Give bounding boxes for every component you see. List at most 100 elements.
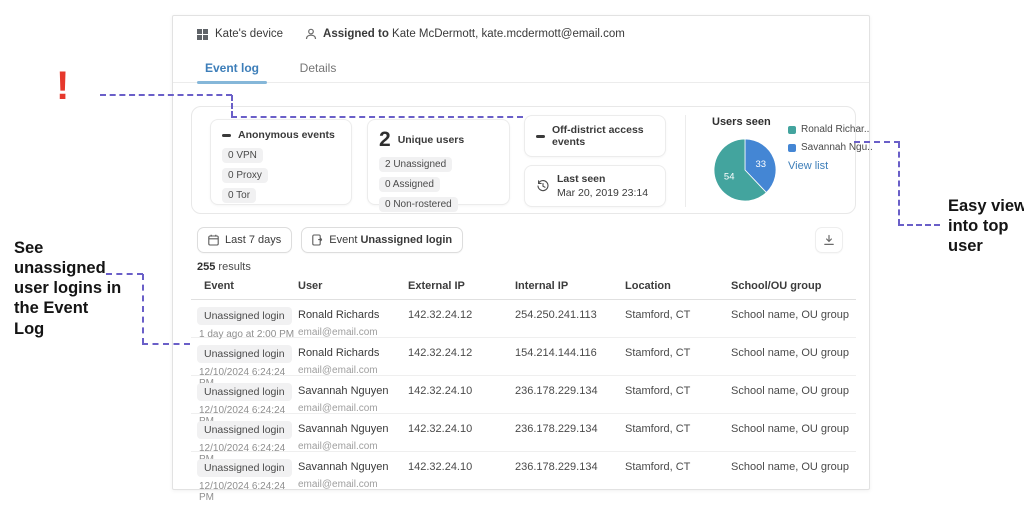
unique-users-title: Unique users bbox=[397, 133, 465, 146]
windows-icon bbox=[197, 28, 208, 40]
table-row[interactable]: Unassigned login 12/10/2024 6:24:24 PM R… bbox=[191, 338, 856, 389]
col-header-school[interactable]: School/OU group bbox=[731, 280, 822, 292]
user-name: Savannah Nguyen bbox=[298, 385, 389, 397]
results-count: 255 results bbox=[197, 261, 251, 273]
anonymous-events-badges: 0 VPN 0 Proxy 0 Tor bbox=[222, 148, 340, 203]
date-range-chip[interactable]: Last 7 days bbox=[197, 227, 293, 253]
table-row[interactable]: Unassigned login 12/10/2024 6:24:24 PM S… bbox=[191, 376, 856, 427]
history-clock-icon bbox=[537, 180, 549, 192]
col-header-external-ip[interactable]: External IP bbox=[408, 280, 465, 292]
assigned-to-text: Assigned to Kate McDermott, kate.mcdermo… bbox=[323, 28, 625, 40]
external-ip-cell: 142.32.24.12 bbox=[408, 309, 473, 321]
col-header-user[interactable]: User bbox=[298, 280, 323, 292]
user-name: Ronald Richards bbox=[298, 347, 380, 359]
panel-header: Kate's device Assigned to Kate McDermott… bbox=[173, 23, 869, 45]
external-ip-cell: 142.32.24.10 bbox=[408, 423, 473, 435]
annotation-line-2 bbox=[142, 343, 190, 345]
event-cell: Unassigned login 12/10/2024 6:24:24 PM bbox=[191, 458, 298, 503]
school-cell: School name, OU group bbox=[731, 423, 850, 435]
unassigned-badge: 2 Unassigned bbox=[379, 157, 453, 172]
col-header-internal-ip[interactable]: Internal IP bbox=[515, 280, 569, 292]
summary-divider bbox=[685, 115, 686, 207]
event-type-badge: Unassigned login bbox=[197, 459, 292, 477]
table-row[interactable]: Unassigned login 12/10/2024 6:24:24 PM S… bbox=[191, 452, 856, 503]
internal-ip-cell: 254.250.241.113 bbox=[515, 309, 597, 321]
location-cell: Stamford, CT bbox=[625, 423, 691, 435]
event-filter-chip[interactable]: Event Unassigned login bbox=[301, 227, 464, 253]
device-detail-panel: Kate's device Assigned to Kate McDermott… bbox=[172, 15, 873, 503]
tor-badge: 0 Tor bbox=[222, 188, 257, 203]
assigned-badge: 0 Assigned bbox=[379, 177, 440, 192]
legend-swatch-blue bbox=[788, 143, 796, 152]
col-header-location[interactable]: Location bbox=[625, 280, 671, 292]
last-seen-card: Last seen Mar 20, 2019 23:14 bbox=[524, 165, 666, 207]
event-type-badge: Unassigned login bbox=[197, 383, 292, 401]
internal-ip-cell: 236.178.229.134 bbox=[515, 385, 598, 397]
anonymous-events-card: Anonymous events 0 VPN 0 Proxy 0 Tor bbox=[210, 119, 352, 205]
users-seen-pie: 33 54 bbox=[713, 138, 777, 202]
event-timestamp: 12/10/2024 6:24:24 PM bbox=[199, 481, 286, 503]
unique-users-count: 2 bbox=[379, 128, 391, 151]
proxy-badge: 0 Proxy bbox=[222, 168, 268, 183]
annotation-line-3 bbox=[898, 224, 940, 226]
off-district-card: Off-district access events bbox=[524, 115, 666, 157]
pie-slice-value: 33 bbox=[756, 159, 767, 170]
exclamation-annotation: ! bbox=[56, 64, 70, 108]
user-name: Savannah Nguyen bbox=[298, 423, 389, 435]
tab-bar: Event log Details bbox=[173, 53, 869, 84]
pie-slice bbox=[713, 138, 767, 202]
unique-users-badges: 2 Unassigned 0 Assigned 0 Non-rostered bbox=[379, 157, 498, 212]
annotation-line-1 bbox=[231, 95, 233, 117]
event-type-badge: Unassigned login bbox=[197, 421, 292, 439]
location-cell: Stamford, CT bbox=[625, 309, 691, 321]
last-seen-value: Mar 20, 2019 23:14 bbox=[557, 187, 649, 199]
annotation-line-2 bbox=[142, 274, 144, 344]
event-filter-text: Event Unassigned login bbox=[329, 234, 453, 246]
user-email: email@email.com bbox=[298, 403, 378, 414]
off-district-title: Off-district access events bbox=[552, 124, 644, 148]
annotation-line-2 bbox=[106, 273, 143, 275]
event-type-badge: Unassigned login bbox=[197, 345, 292, 363]
table-row[interactable]: Unassigned login 12/10/2024 6:24:24 PM S… bbox=[191, 414, 856, 465]
table-body: Unassigned login 1 day ago at 2:00 PM Ro… bbox=[191, 300, 856, 503]
pie-slice bbox=[744, 138, 777, 194]
tab-details[interactable]: Details bbox=[299, 61, 337, 75]
internal-ip-cell: 236.178.229.134 bbox=[515, 423, 598, 435]
annotation-line-1 bbox=[231, 116, 523, 118]
event-filter-icon bbox=[312, 234, 323, 246]
event-cell: Unassigned login 12/10/2024 6:24:24 PM bbox=[191, 420, 298, 465]
pie-slice-value: 54 bbox=[724, 172, 735, 183]
user-email: email@email.com bbox=[298, 479, 378, 490]
download-icon bbox=[824, 234, 834, 245]
tab-event-log[interactable]: Event log bbox=[197, 53, 267, 84]
school-cell: School name, OU group bbox=[731, 385, 850, 397]
results-number: 255 bbox=[197, 261, 216, 273]
table-header-row: Event User External IP Internal IP Locat… bbox=[191, 280, 856, 300]
location-cell: Stamford, CT bbox=[625, 385, 691, 397]
user-cell: Ronald Richards email@email.com bbox=[298, 306, 408, 338]
users-seen-title: Users seen bbox=[712, 116, 771, 128]
user-email: email@email.com bbox=[298, 327, 378, 338]
non-rostered-badge: 0 Non-rostered bbox=[379, 197, 458, 212]
external-ip-cell: 142.32.24.10 bbox=[408, 385, 473, 397]
event-log-table: Event User External IP Internal IP Locat… bbox=[191, 280, 856, 503]
user-email: email@email.com bbox=[298, 441, 378, 452]
download-button[interactable] bbox=[815, 227, 843, 253]
location-cell: Stamford, CT bbox=[625, 347, 691, 359]
anonymous-events-title: Anonymous events bbox=[238, 129, 335, 141]
table-row[interactable]: Unassigned login 1 day ago at 2:00 PM Ro… bbox=[191, 300, 856, 340]
external-ip-cell: 142.32.24.10 bbox=[408, 461, 473, 473]
users-seen-pie-chart: 33 54 bbox=[713, 138, 777, 202]
user-cell: Savannah Nguyen email@email.com bbox=[298, 382, 408, 414]
annotation-line-3 bbox=[854, 141, 900, 143]
person-icon bbox=[305, 28, 317, 40]
external-ip-cell: 142.32.24.12 bbox=[408, 347, 473, 359]
school-cell: School name, OU group bbox=[731, 347, 850, 359]
users-seen-legend: Ronald Richar.. Savannah Ngu.. View list bbox=[788, 124, 873, 172]
event-cell: Unassigned login 1 day ago at 2:00 PM bbox=[191, 306, 298, 340]
vpn-badge: 0 VPN bbox=[222, 148, 263, 163]
summary-strip: Anonymous events 0 VPN 0 Proxy 0 Tor 2 U… bbox=[191, 106, 873, 214]
view-list-link[interactable]: View list bbox=[788, 160, 829, 172]
school-cell: School name, OU group bbox=[731, 461, 850, 473]
col-header-event[interactable]: Event bbox=[204, 280, 234, 292]
